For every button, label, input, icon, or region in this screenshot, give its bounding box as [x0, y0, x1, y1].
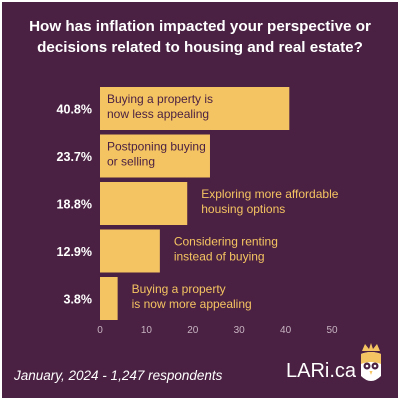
category-label-line: now less appealing	[107, 107, 209, 121]
x-tick-label-0: 0	[97, 325, 103, 336]
brand-name: LARi.ca	[286, 360, 357, 382]
category-label-line: housing options	[201, 202, 285, 216]
category-label-line: Buying a property	[132, 282, 226, 296]
bar-0	[100, 87, 290, 130]
x-tick-label-4: 40	[280, 325, 292, 336]
category-label-line: is now more appealing	[132, 297, 252, 311]
bar-1	[100, 134, 210, 178]
category-label-line: or selling	[107, 155, 155, 169]
value-label-4: 3.8%	[64, 293, 93, 307]
category-label-2: Exploring more affordable housing options	[201, 187, 339, 216]
value-label-3: 12.9%	[57, 245, 92, 259]
x-tick-label-1: 10	[141, 325, 153, 336]
bar-2	[100, 182, 188, 225]
chart-title: How has inflation impacted your perspect…	[29, 18, 371, 56]
x-tick-label-5: 50	[326, 325, 338, 336]
category-label-1: Postponing buying or selling	[107, 140, 206, 169]
survey-footer: January, 2024 - 1,247 respondents	[14, 368, 223, 383]
owl-logo-icon	[361, 343, 381, 381]
bar-3	[100, 229, 160, 273]
x-tick-label-2: 20	[187, 325, 199, 336]
bar-4	[100, 277, 118, 320]
x-tick-label-3: 30	[234, 325, 246, 336]
value-label-1: 23.7%	[57, 150, 92, 164]
value-label-2: 18.8%	[57, 198, 92, 212]
value-label-0: 40.8%	[57, 103, 92, 117]
category-label-3: Considering renting instead of buying	[174, 235, 278, 264]
category-label-line: Considering renting	[174, 235, 278, 249]
category-label-line: Postponing buying	[107, 140, 206, 154]
category-label-line: instead of buying	[174, 250, 265, 264]
category-label-4: Buying a property is now more appealing	[132, 282, 252, 311]
category-label-0: Buying a property is now less appealing	[107, 92, 213, 121]
category-label-line: Exploring more affordable	[201, 187, 339, 201]
category-label-line: Buying a property is	[107, 92, 213, 106]
